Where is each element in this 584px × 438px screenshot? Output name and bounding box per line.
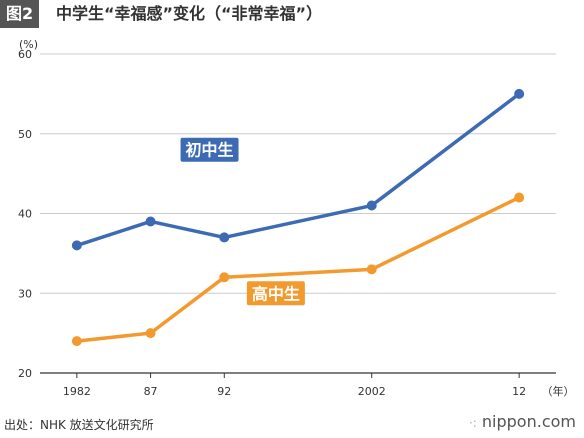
data-point — [514, 88, 525, 99]
brand-name: nippon.com — [481, 412, 576, 431]
series-line-1 — [75, 195, 521, 343]
y-tick-label: 30 — [18, 287, 32, 300]
series-label: 高中生 — [252, 284, 300, 303]
y-axis-unit: (%) — [19, 38, 38, 51]
series-label-box — [246, 281, 305, 306]
figure-number-badge: 图2 — [0, 0, 40, 28]
x-axis-unit: （年） — [542, 384, 575, 398]
y-tick-label: 60 — [18, 48, 32, 61]
data-point — [366, 264, 377, 275]
x-tick-label: 12 — [512, 385, 526, 398]
data-source: 出处：NHK 放送文化研究所 — [4, 418, 154, 432]
y-tick-label: 20 — [18, 367, 32, 380]
data-point — [219, 272, 230, 283]
x-tick-label: 1982 — [63, 385, 91, 398]
series-label-box — [180, 137, 239, 162]
data-point — [366, 200, 377, 211]
brand-logo: ·: nippon.com — [469, 412, 576, 431]
series-label: 初中生 — [186, 141, 234, 160]
y-tick-label: 40 — [18, 208, 32, 221]
x-tick-label: 87 — [144, 385, 158, 398]
chart-title: 中学生“幸福感”变化（“非常幸福”） — [56, 4, 323, 23]
figure-header: 图2 中学生“幸福感”变化（“非常幸福”） — [0, 0, 584, 28]
data-point — [219, 232, 230, 243]
data-point — [145, 328, 156, 339]
brand-mark: ·: — [468, 416, 477, 430]
data-point — [71, 240, 82, 251]
series-line-0 — [75, 92, 521, 248]
data-point — [71, 336, 82, 347]
y-tick-label: 50 — [18, 128, 32, 141]
x-tick-label: 2002 — [358, 385, 386, 398]
x-tick-label: 92 — [217, 385, 231, 398]
data-point — [145, 216, 156, 227]
data-point — [514, 192, 525, 203]
